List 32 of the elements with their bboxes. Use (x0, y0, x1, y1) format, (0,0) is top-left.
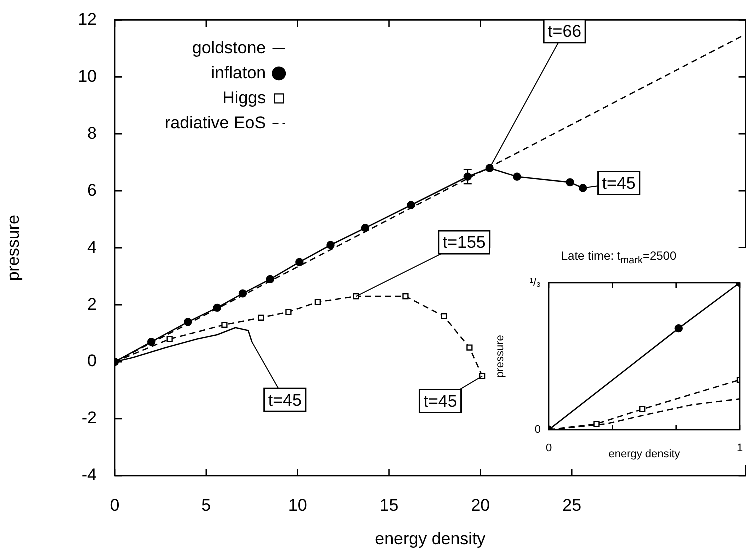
legend-label: radiative EoS (164, 113, 266, 132)
y-tick-label: -4 (82, 466, 97, 485)
x-axis-title: energy density (375, 529, 486, 548)
y-tick-label: 10 (78, 66, 97, 86)
y-tick-label: 4 (88, 238, 97, 257)
x-tick-label: 25 (562, 496, 582, 515)
x-tick-label: 0 (110, 496, 120, 515)
y-tick-label: 12 (78, 10, 97, 29)
legend-label: inflaton (211, 63, 266, 82)
legend-label: goldstone (192, 38, 266, 58)
x-tick-label: 1 (736, 442, 744, 455)
annotation: t=45 (424, 392, 458, 411)
legend-label: Higgs (222, 88, 266, 108)
x-tick-label: 10 (288, 496, 308, 515)
x-tick-label: 20 (471, 496, 490, 515)
annotation: t=155 (442, 233, 486, 252)
y-tick-label: 8 (88, 124, 97, 143)
y-tick-label: 6 (88, 180, 97, 200)
y-axis-title: pressure (4, 215, 23, 282)
x-tick-label: 5 (202, 496, 212, 515)
y-tick-label: 2 (88, 294, 97, 314)
y-axis-title: pressure (494, 335, 507, 378)
annotation: ¹/₃ (530, 277, 541, 290)
y-tick-label: 0 (88, 352, 97, 371)
x-tick-label: 15 (380, 496, 399, 515)
x-axis-title: energy density (608, 448, 681, 460)
chart-title: Late time: t$_{mark}$=2500 (560, 248, 678, 268)
annotation: 0 (534, 424, 541, 436)
y-tick-label: -2 (82, 408, 97, 428)
annotation: t=45 (268, 390, 302, 410)
annotation: t=45 (602, 174, 636, 193)
annotation: t=66 (548, 22, 582, 42)
